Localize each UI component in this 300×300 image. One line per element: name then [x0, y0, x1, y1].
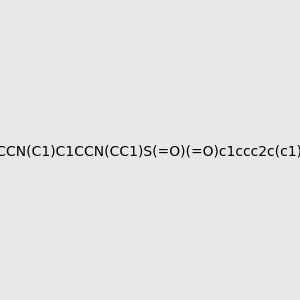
Text: COC1CCN(C1)C1CCN(CC1)S(=O)(=O)c1ccc2c(c1)CCCC2: COC1CCN(C1)C1CCN(CC1)S(=O)(=O)c1ccc2c(c1… — [0, 145, 300, 158]
